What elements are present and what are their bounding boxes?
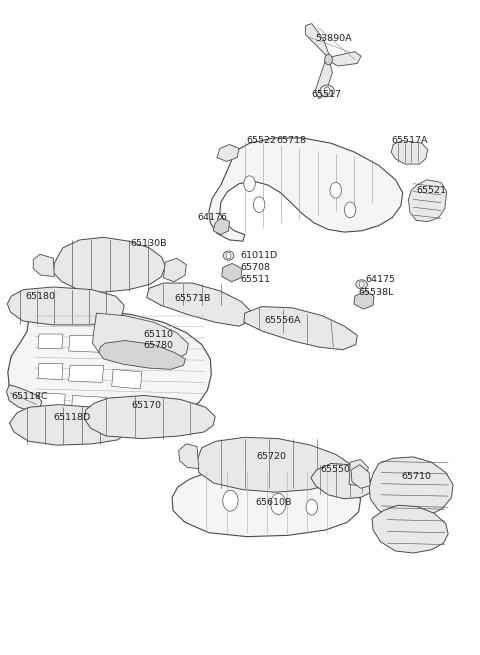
Text: 65511: 65511 [240, 274, 270, 284]
Polygon shape [112, 369, 142, 389]
Polygon shape [8, 310, 211, 426]
Ellipse shape [320, 85, 334, 97]
Text: 65556A: 65556A [265, 316, 301, 326]
Circle shape [344, 202, 356, 217]
Polygon shape [372, 505, 448, 553]
Text: 65710: 65710 [401, 472, 431, 481]
Polygon shape [311, 464, 373, 498]
Text: 65708: 65708 [240, 263, 270, 272]
Polygon shape [328, 52, 361, 66]
Polygon shape [112, 339, 142, 356]
Text: 65517: 65517 [311, 90, 341, 100]
Text: 65610B: 65610B [255, 498, 292, 507]
Polygon shape [209, 138, 403, 241]
Text: 64175: 64175 [365, 274, 396, 284]
Polygon shape [147, 283, 252, 326]
Polygon shape [93, 313, 188, 362]
Text: 65522: 65522 [247, 136, 276, 145]
Polygon shape [53, 237, 165, 292]
Circle shape [330, 182, 341, 198]
Polygon shape [244, 307, 357, 350]
Polygon shape [408, 179, 447, 221]
Polygon shape [179, 444, 199, 469]
Polygon shape [197, 438, 351, 492]
Polygon shape [213, 217, 229, 234]
Polygon shape [38, 334, 63, 348]
Polygon shape [9, 405, 129, 445]
Text: 65110: 65110 [144, 329, 174, 339]
Text: 65521: 65521 [417, 186, 446, 195]
Polygon shape [33, 254, 54, 276]
Text: 65550: 65550 [321, 466, 351, 474]
Circle shape [226, 252, 231, 259]
Ellipse shape [356, 280, 367, 289]
Polygon shape [369, 457, 453, 519]
Text: 65780: 65780 [144, 341, 174, 350]
Circle shape [271, 493, 286, 514]
Circle shape [306, 499, 318, 515]
Polygon shape [351, 465, 370, 488]
Polygon shape [72, 396, 106, 414]
Polygon shape [391, 141, 428, 164]
Polygon shape [7, 287, 124, 325]
Polygon shape [222, 263, 242, 282]
Polygon shape [99, 341, 185, 369]
Polygon shape [172, 469, 360, 536]
Circle shape [253, 196, 265, 212]
Polygon shape [114, 400, 144, 419]
Text: 61011D: 61011D [240, 251, 277, 260]
Circle shape [223, 490, 238, 511]
Text: 65718: 65718 [276, 136, 307, 145]
Polygon shape [38, 393, 65, 410]
Polygon shape [163, 258, 186, 282]
Text: 65180: 65180 [25, 291, 55, 301]
Text: 65517A: 65517A [392, 136, 428, 145]
Polygon shape [84, 396, 215, 439]
Polygon shape [6, 385, 42, 411]
Text: 65538L: 65538L [359, 288, 394, 297]
Polygon shape [354, 291, 374, 309]
Circle shape [324, 54, 332, 65]
Text: 65118C: 65118C [11, 392, 48, 402]
Text: 65170: 65170 [132, 402, 162, 411]
Text: 53890A: 53890A [315, 34, 352, 43]
Text: 64176: 64176 [197, 213, 227, 222]
Circle shape [324, 87, 330, 95]
Text: 65118D: 65118D [53, 413, 90, 422]
Polygon shape [69, 365, 104, 383]
Polygon shape [315, 58, 332, 99]
Ellipse shape [223, 251, 234, 260]
Polygon shape [306, 24, 329, 60]
Polygon shape [69, 335, 104, 352]
Circle shape [244, 176, 255, 191]
Circle shape [359, 281, 364, 288]
Text: 65130B: 65130B [131, 239, 168, 248]
Text: 65571B: 65571B [174, 294, 210, 303]
Text: 65720: 65720 [256, 453, 286, 461]
Polygon shape [349, 460, 368, 485]
Polygon shape [38, 364, 63, 380]
Polygon shape [217, 145, 239, 162]
